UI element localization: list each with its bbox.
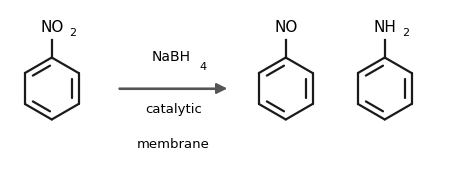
Text: catalytic: catalytic [145, 103, 202, 116]
Text: NO: NO [274, 19, 297, 35]
Text: NH: NH [374, 19, 396, 35]
Text: NaBH: NaBH [152, 50, 190, 64]
Text: NO: NO [40, 19, 63, 35]
Text: 4: 4 [199, 62, 207, 72]
Text: 2: 2 [402, 28, 409, 38]
Text: membrane: membrane [137, 138, 210, 151]
Text: 2: 2 [69, 28, 76, 38]
